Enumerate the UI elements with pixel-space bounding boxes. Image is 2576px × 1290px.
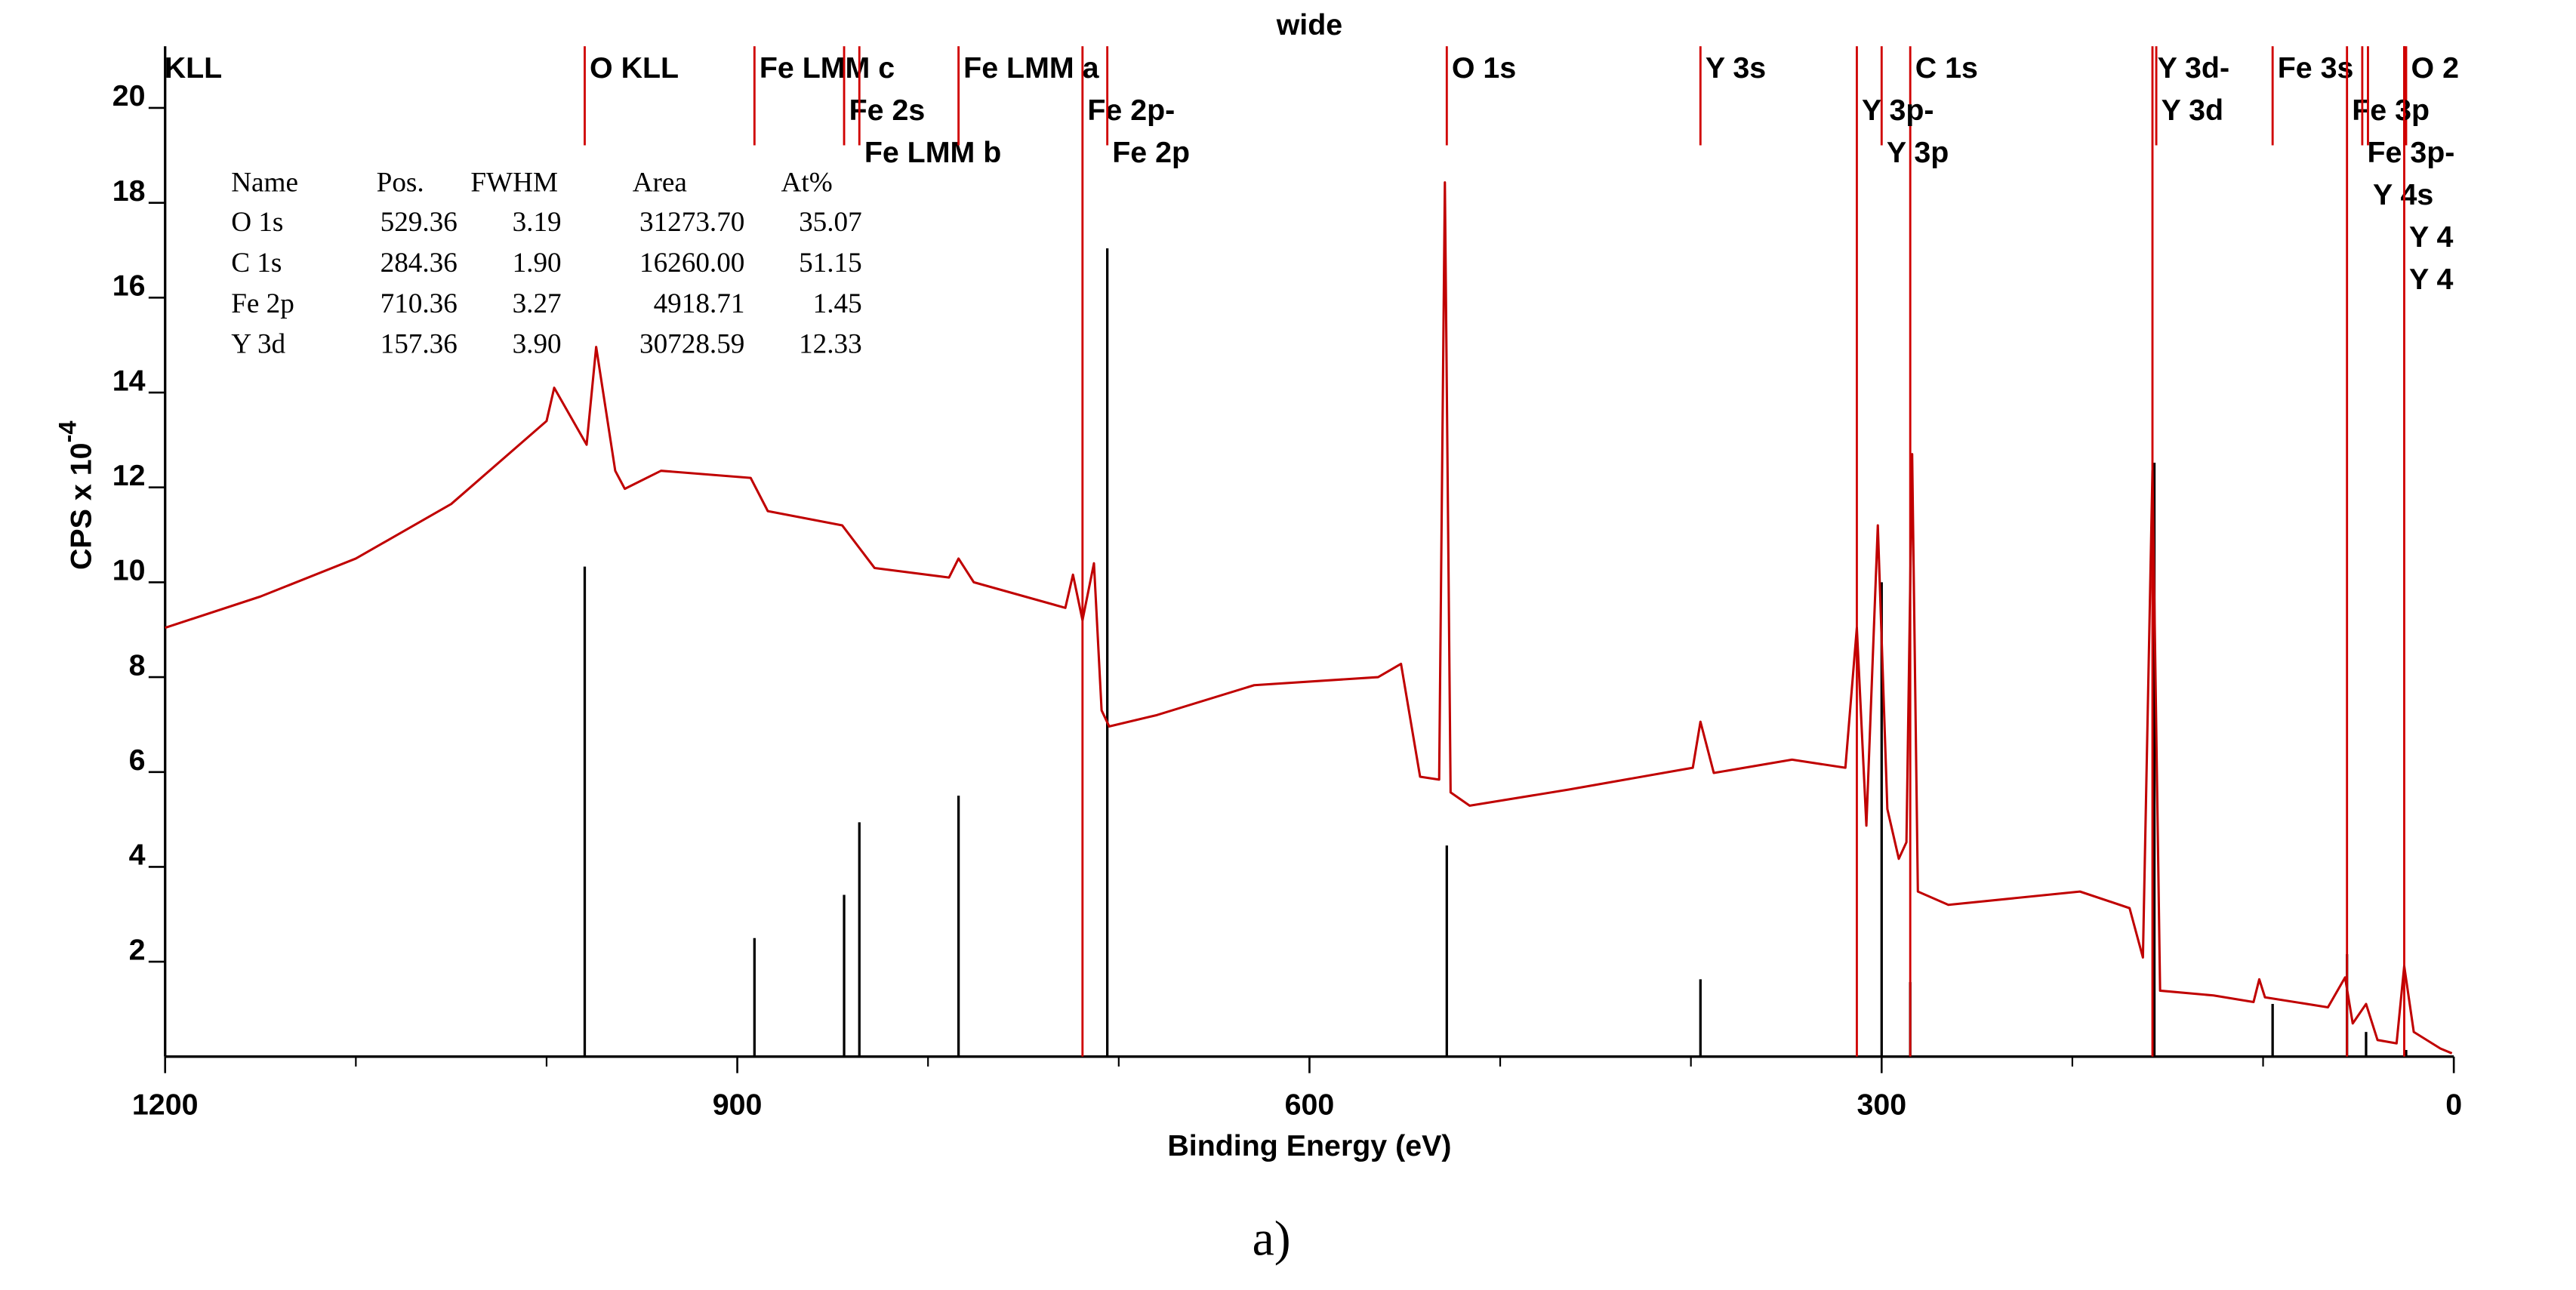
peak-marker-label: Fe 3p — [2352, 94, 2430, 127]
peak-marker-label: Fe 2s — [849, 94, 926, 127]
peak-marker-label: O 2 — [2411, 51, 2459, 85]
x-tick-label: 0 — [2445, 1088, 2462, 1121]
y-axis-label-exponent: -4 — [54, 420, 82, 443]
x-tick-label: 600 — [1285, 1088, 1335, 1121]
y-tick-label: 16 — [112, 269, 146, 303]
peak-marker-label: Y 4 — [2409, 220, 2453, 254]
y-tick-label: 12 — [112, 459, 146, 492]
table-cell: C 1s — [231, 248, 282, 279]
peak-marker-label: Fe 2p- — [1087, 94, 1175, 127]
y-axis-label: CPS x 10-4 — [54, 420, 98, 570]
y-tick-label: 8 — [129, 648, 146, 682]
table-cell: 4918.71 — [654, 288, 745, 319]
table-header: Area — [633, 168, 687, 199]
table-cell: 30728.59 — [639, 329, 744, 360]
peak-marker-label: KLL — [165, 51, 223, 85]
spectrum-line — [165, 181, 2453, 1054]
x-tick-label: 900 — [713, 1088, 763, 1121]
x-tick-label: 1200 — [132, 1088, 199, 1121]
table-cell: 12.33 — [799, 329, 862, 360]
peak-marker-label: Y 3d- — [2158, 51, 2230, 85]
table-cell: Fe 2p — [231, 288, 294, 319]
peak-marker-label: Y 4 — [2409, 263, 2453, 296]
table-cell: 51.15 — [799, 248, 862, 279]
peak-marker-label: O 1s — [1452, 51, 1516, 85]
table-cell: 3.27 — [513, 288, 562, 319]
y-tick-label: 20 — [112, 79, 146, 112]
table-cell: 1.45 — [813, 288, 862, 319]
y-tick-label: 4 — [129, 839, 146, 872]
peak-marker-label: Fe LMM a — [963, 51, 1099, 85]
peak-marker-label: Y 3p — [1887, 136, 1949, 169]
table-cell: 284.36 — [381, 248, 458, 279]
peak-marker-label: Y 3p- — [1862, 94, 1934, 127]
y-axis-label-text: CPS x 10 — [64, 443, 97, 570]
peak-marker-label: Fe 2p — [1112, 136, 1190, 169]
y-tick-label: 10 — [112, 554, 146, 587]
peak-marker-label: Y 3s — [1706, 51, 1766, 85]
table-cell: 529.36 — [381, 207, 458, 238]
x-tick-label: 300 — [1857, 1088, 1906, 1121]
peak-marker-label: O KLL — [590, 51, 679, 85]
peak-marker-label: C 1s — [1915, 51, 1978, 85]
y-tick-label: 18 — [112, 174, 146, 208]
table-cell: Y 3d — [231, 329, 285, 360]
peak-marker-label: Fe LMM b — [864, 136, 1001, 169]
y-tick-label: 2 — [129, 933, 146, 966]
table-cell: 3.19 — [513, 207, 562, 238]
table-header: Pos. — [377, 168, 424, 199]
table-header: Name — [231, 168, 298, 199]
y-tick-label: 6 — [129, 744, 146, 777]
peak-marker-label: Y 3d — [2162, 94, 2223, 127]
x-axis-label: Binding Energy (eV) — [1167, 1129, 1451, 1162]
peak-marker-label: Fe 3p- — [2367, 136, 2454, 169]
y-tick-label: 14 — [112, 364, 146, 397]
table-cell: 31273.70 — [639, 207, 744, 238]
caption: a) — [1253, 1211, 1291, 1266]
table-cell: 157.36 — [381, 329, 458, 360]
table-cell: 35.07 — [799, 207, 862, 238]
table-cell: 16260.00 — [639, 248, 744, 279]
chart-title: wide — [1276, 8, 1342, 42]
table-header: At% — [781, 168, 833, 199]
table-cell: 1.90 — [513, 248, 562, 279]
peak-marker-label: Fe LMM c — [760, 51, 895, 85]
peak-marker-label: Fe 3s — [2278, 51, 2354, 85]
table-cell: 710.36 — [381, 288, 458, 319]
table-cell: 3.90 — [513, 329, 562, 360]
table-header: FWHM — [470, 168, 558, 199]
table-cell: O 1s — [231, 207, 283, 238]
